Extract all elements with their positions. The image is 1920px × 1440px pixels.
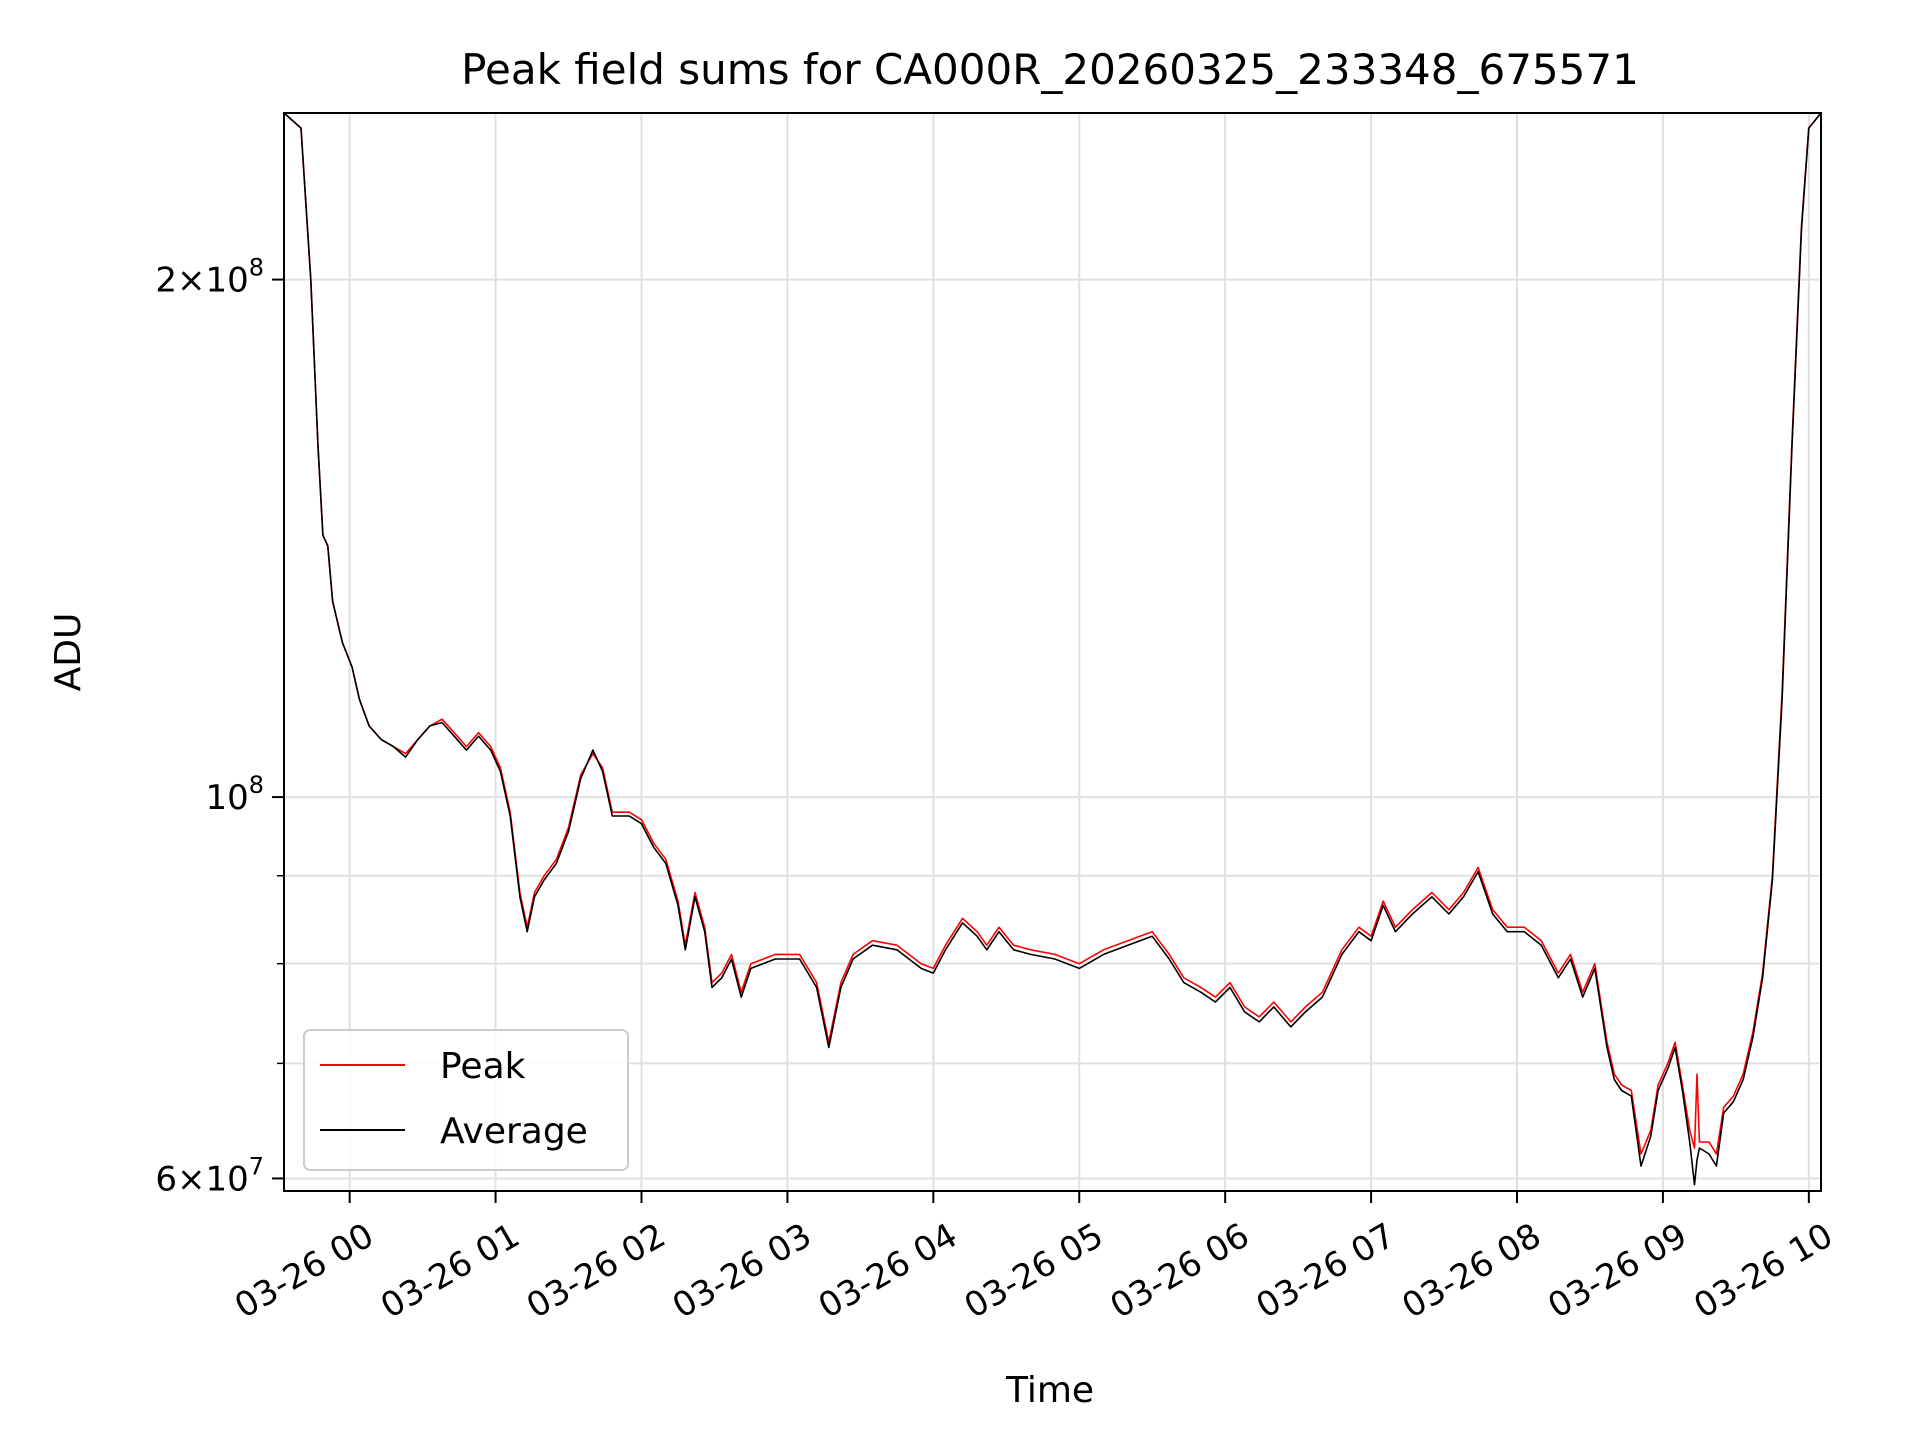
y-tick-label: 6×107 [155, 1152, 264, 1199]
chart-title: Peak field sums for CA000R_20260325_2333… [461, 45, 1639, 94]
legend-label-peak: Peak [440, 1046, 526, 1087]
y-axis: 6×107 108 2×108 [155, 254, 284, 1199]
series-line-peak [284, 113, 1821, 1155]
plot-lines [284, 113, 1821, 1186]
series-line-average [284, 113, 1821, 1186]
y-tick-label: 108 [205, 771, 264, 818]
grid [284, 113, 1821, 1191]
x-axis-title: Time [1005, 1370, 1094, 1411]
y-axis-title: ADU [48, 613, 89, 692]
plot-frame [283, 112, 1822, 1192]
legend-label-average: Average [440, 1111, 588, 1152]
legend: Peak Average [303, 1029, 629, 1171]
y-tick-label: 2×108 [155, 254, 264, 301]
